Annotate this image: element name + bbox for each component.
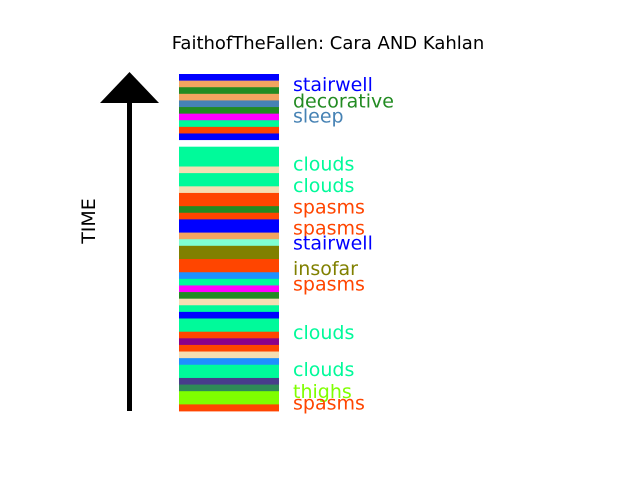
segment-label: stairwell [293, 74, 373, 96]
bar-segment [179, 232, 279, 240]
bar-segment [179, 93, 279, 101]
bar-segment [179, 391, 279, 399]
bar-segment [179, 265, 279, 273]
bar-segment [179, 80, 279, 88]
bar-segment [179, 404, 279, 412]
bar-segment [179, 298, 279, 306]
bar-segment [179, 252, 279, 260]
bar-segment [179, 305, 279, 313]
bar-segment [179, 285, 279, 293]
bar-segment [179, 192, 279, 200]
bar-segment [179, 146, 279, 154]
bar-segment [179, 377, 279, 385]
bar-segment [179, 100, 279, 108]
bar-segment [179, 120, 279, 128]
segment-label: insofar [293, 258, 358, 280]
bar-segment [179, 344, 279, 352]
bar-segment [179, 225, 279, 233]
segment-label: clouds [293, 175, 354, 197]
segment-label: stairwell [293, 233, 373, 255]
arrow-head [100, 72, 159, 103]
arrow-shaft [127, 100, 132, 411]
bar-segment [179, 126, 279, 134]
bar-segment [179, 87, 279, 95]
bar-segment [179, 159, 279, 167]
chart-title: FaithofTheFallen: Cara AND Kahlan [172, 33, 485, 54]
segment-label: spasms [293, 196, 365, 218]
bar-segment [179, 272, 279, 280]
bar-segment [179, 74, 279, 82]
segment-label: spasms [293, 274, 365, 296]
bar-segment [179, 140, 279, 148]
bar-segment [179, 278, 279, 286]
y-axis-label: TIME [78, 198, 100, 245]
bar-segment [179, 384, 279, 392]
segment-label: thighs [293, 381, 352, 403]
segment-labels: stairwelldecorativesleepcloudscloudsspas… [293, 74, 394, 415]
bar-segment [179, 311, 279, 319]
bar-segment [179, 239, 279, 247]
bar-segment [179, 179, 279, 187]
bar-segment [179, 331, 279, 339]
bar-segment [179, 364, 279, 372]
bar-segment [179, 153, 279, 161]
segment-label: clouds [293, 359, 354, 381]
bar-segment [179, 292, 279, 300]
bar-segment [179, 133, 279, 141]
bar-segment [179, 219, 279, 227]
bar-segment [179, 173, 279, 181]
segment-label: decorative [293, 90, 394, 112]
bar-segment [179, 338, 279, 346]
bar-segment [179, 245, 279, 253]
bar-segment [179, 166, 279, 174]
bar-segment [179, 351, 279, 359]
bar-segment [179, 113, 279, 121]
segment-bar [179, 74, 279, 412]
segment-label: clouds [293, 153, 354, 175]
segment-label: spasms [293, 393, 365, 415]
segment-label: clouds [293, 322, 354, 344]
time-arrow [100, 72, 159, 411]
segment-label: sleep [293, 106, 344, 128]
bar-segment [179, 371, 279, 379]
bar-segment [179, 206, 279, 214]
bar-segment [179, 186, 279, 194]
bar-segment [179, 199, 279, 207]
bar-segment [179, 107, 279, 115]
bar-segment [179, 259, 279, 267]
bar-segment [179, 318, 279, 326]
bar-segment [179, 397, 279, 405]
bar-segment [179, 358, 279, 366]
segment-label: spasms [293, 217, 365, 239]
bar-segment [179, 212, 279, 220]
bar-segment [179, 325, 279, 333]
